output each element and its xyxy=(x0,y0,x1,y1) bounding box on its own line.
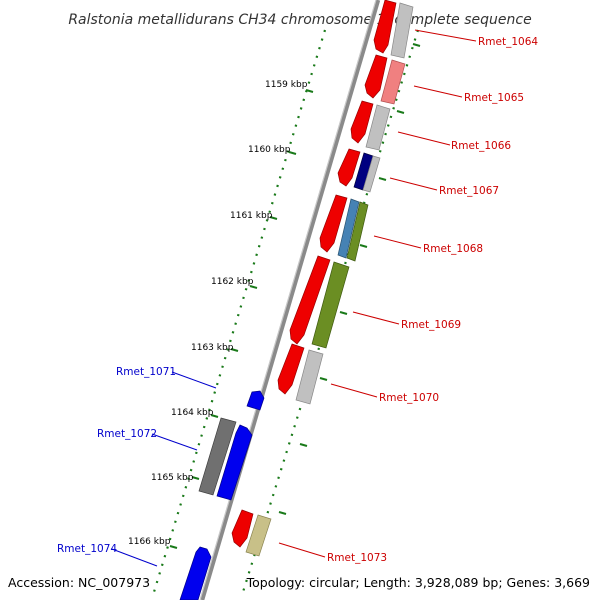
tick-mark-1164 xyxy=(210,414,219,418)
tick-label-1161: 1161 kbp xyxy=(230,211,273,221)
tick-mark-1161 xyxy=(269,216,278,220)
tick-label-1160: 1160 kbp xyxy=(248,145,291,155)
leader-line xyxy=(389,177,438,191)
leader-line xyxy=(278,542,326,558)
accession-text: Accession: NC_007973 xyxy=(8,575,150,590)
gene-rmet-1068-companion[interactable] xyxy=(337,198,360,259)
gene-rmet-1070-companion[interactable] xyxy=(295,349,324,405)
gene-label-rmet-1068[interactable]: Rmet_1068 xyxy=(423,243,483,255)
tick-mark-1162 xyxy=(249,285,258,289)
gene-label-rmet-1070[interactable]: Rmet_1070 xyxy=(379,392,439,404)
gene-rmet-1064[interactable] xyxy=(373,0,397,54)
leader-line xyxy=(330,383,378,398)
gene-rmet-1068-companion-2[interactable] xyxy=(346,201,369,262)
leader-line xyxy=(373,235,422,249)
tick-mark-1159 xyxy=(305,89,314,93)
leader-line xyxy=(397,131,451,146)
outer-tick xyxy=(339,311,348,315)
gene-label-rmet-1071[interactable]: Rmet_1071 xyxy=(116,366,176,378)
leader-line xyxy=(414,29,477,42)
chromosome-backbone xyxy=(199,0,381,600)
tick-mark-1160 xyxy=(288,151,297,155)
gene-label-rmet-1073[interactable]: Rmet_1073 xyxy=(327,552,387,564)
outer-tick xyxy=(278,511,287,515)
tick-mark-1166 xyxy=(169,545,178,549)
gene-rmet-1069[interactable] xyxy=(289,255,331,345)
outer-tick xyxy=(396,110,405,114)
outer-tick xyxy=(299,443,308,447)
gene-rmet-1067[interactable] xyxy=(337,148,361,187)
gene-rmet-1069-companion[interactable] xyxy=(311,261,350,349)
tick-label-1162: 1162 kbp xyxy=(211,277,254,287)
gene-rmet-1066-companion[interactable] xyxy=(365,104,391,151)
leader-line xyxy=(413,85,463,98)
tick-label-1164: 1164 kbp xyxy=(171,408,214,418)
gene-rmet-1067-companion-2[interactable] xyxy=(362,155,381,193)
gene-rmet-1068[interactable] xyxy=(319,194,348,253)
gene-label-rmet-1065[interactable]: Rmet_1065 xyxy=(464,92,524,104)
tick-label-1166: 1166 kbp xyxy=(128,537,171,547)
gene-label-rmet-1064[interactable]: Rmet_1064 xyxy=(478,36,538,48)
map-title: Ralstonia metallidurans CH34 chromosome … xyxy=(68,12,531,28)
gene-rmet-1065-companion[interactable] xyxy=(380,59,406,105)
gene-rmet-1073[interactable] xyxy=(231,509,254,548)
outer-tick xyxy=(319,377,328,381)
gene-rmet-1074[interactable] xyxy=(179,546,212,600)
outer-tick xyxy=(378,177,387,181)
tick-mark-1163 xyxy=(230,348,239,352)
chromosome-backbone-highlight xyxy=(199,0,377,600)
gene-rmet-1071[interactable] xyxy=(246,390,265,411)
gene-label-rmet-1066[interactable]: Rmet_1066 xyxy=(451,140,511,152)
gene-rmet-1066[interactable] xyxy=(350,100,374,144)
leader-line xyxy=(111,548,158,567)
outer-tick xyxy=(412,43,421,47)
gene-rmet-1072[interactable] xyxy=(216,424,253,501)
gene-rmet-1064-companion[interactable] xyxy=(390,2,414,59)
outer-tick xyxy=(359,244,368,248)
genome-summary-text: Topology: circular; Length: 3,928,089 bp… xyxy=(246,575,590,590)
gene-rmet-1065[interactable] xyxy=(364,54,388,99)
gene-label-rmet-1072[interactable]: Rmet_1072 xyxy=(97,428,157,440)
gene-rmet-1070[interactable] xyxy=(277,343,305,395)
gene-label-rmet-1067[interactable]: Rmet_1067 xyxy=(439,185,499,197)
leader-line xyxy=(151,433,198,451)
tick-label-1165: 1165 kbp xyxy=(151,473,194,483)
gene-label-rmet-1074[interactable]: Rmet_1074 xyxy=(57,543,117,555)
gene-rmet-1072-companion[interactable] xyxy=(198,417,237,496)
tick-label-1163: 1163 kbp xyxy=(191,343,234,353)
leader-line xyxy=(352,311,400,325)
tick-label-1159: 1159 kbp xyxy=(265,80,308,90)
tick-mark-1165 xyxy=(191,476,200,480)
gene-label-rmet-1069[interactable]: Rmet_1069 xyxy=(401,319,461,331)
leader-line xyxy=(171,371,217,389)
gene-rmet-1073-companion[interactable] xyxy=(245,514,272,557)
